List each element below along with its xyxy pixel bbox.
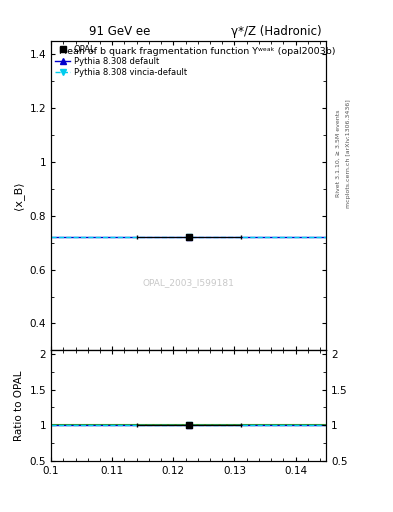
Text: OPAL_2003_I599181: OPAL_2003_I599181 xyxy=(143,278,235,287)
Text: Mean of b quark fragmentation function Υʷᵉᵃᵏ (opal2003b): Mean of b quark fragmentation function Υ… xyxy=(59,47,336,56)
Y-axis label: ⟨x_B⟩: ⟨x_B⟩ xyxy=(13,181,24,210)
Text: Rivet 3.1.10, ≥ 3.5M events: Rivet 3.1.10, ≥ 3.5M events xyxy=(336,110,341,197)
Legend: OPAL, Pythia 8.308 default, Pythia 8.308 vincia-default: OPAL, Pythia 8.308 default, Pythia 8.308… xyxy=(53,44,188,79)
Text: 91 GeV ee: 91 GeV ee xyxy=(89,26,151,38)
Text: mcplots.cern.ch [arXiv:1306.3436]: mcplots.cern.ch [arXiv:1306.3436] xyxy=(346,99,351,208)
Text: γ*/Z (Hadronic): γ*/Z (Hadronic) xyxy=(231,26,322,38)
Y-axis label: Ratio to OPAL: Ratio to OPAL xyxy=(14,370,24,441)
